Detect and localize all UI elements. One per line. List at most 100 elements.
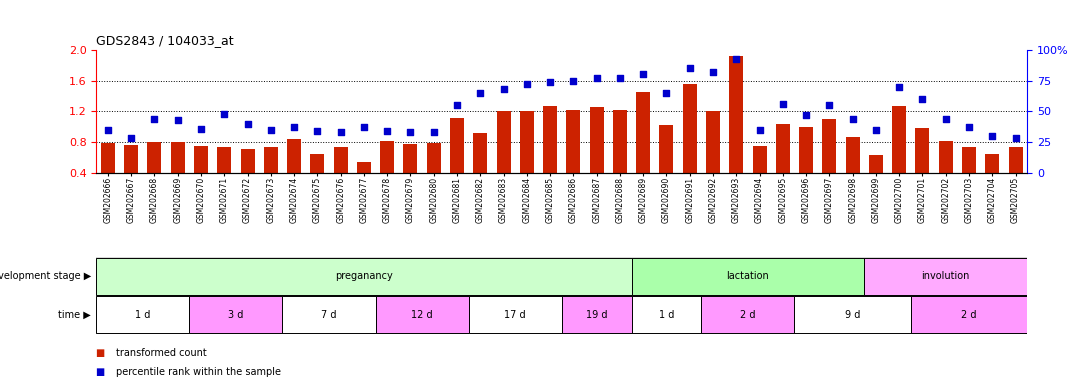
Bar [264, 147, 278, 173]
Point [588, 75, 606, 81]
Text: 1 d: 1 d [659, 310, 674, 320]
Bar [101, 143, 114, 173]
Point [961, 124, 978, 131]
Point [704, 69, 721, 75]
Point [286, 124, 303, 131]
Bar [631, 296, 702, 333]
Bar [985, 154, 999, 173]
Text: percentile rank within the sample: percentile rank within the sample [116, 367, 280, 377]
Point [635, 71, 652, 78]
Text: 12 d: 12 d [411, 310, 433, 320]
Bar [562, 296, 631, 333]
Bar [334, 147, 348, 173]
Bar [380, 141, 394, 173]
Bar [496, 111, 510, 173]
Point [728, 55, 745, 61]
Text: 7 d: 7 d [321, 310, 337, 320]
Text: 1 d: 1 d [135, 310, 151, 320]
Bar [938, 141, 952, 173]
Point [332, 129, 349, 135]
Bar [469, 296, 562, 333]
Bar [869, 155, 883, 173]
Bar [357, 162, 371, 173]
Text: 2 d: 2 d [740, 310, 755, 320]
Bar [702, 296, 795, 333]
Point [751, 127, 768, 133]
Point [123, 135, 140, 141]
Point [775, 101, 792, 107]
Point [472, 90, 489, 96]
Point [216, 111, 233, 117]
Point [611, 75, 628, 81]
Point [682, 65, 699, 71]
Bar [962, 147, 976, 173]
Point [193, 126, 210, 132]
Bar [544, 106, 557, 173]
Bar [799, 127, 813, 173]
Point [937, 116, 954, 122]
Bar [96, 258, 631, 295]
Bar [217, 147, 231, 173]
Bar [706, 111, 720, 173]
Bar [730, 56, 744, 173]
Text: 19 d: 19 d [586, 310, 608, 320]
Bar [520, 111, 534, 173]
Bar [282, 296, 376, 333]
Bar [566, 110, 580, 173]
Bar [189, 296, 282, 333]
Point [914, 96, 931, 102]
Bar [823, 119, 837, 173]
Bar [403, 144, 417, 173]
Text: 3 d: 3 d [228, 310, 244, 320]
Bar [473, 133, 487, 173]
Bar [310, 154, 324, 173]
Bar [631, 258, 865, 295]
Point [146, 116, 163, 122]
Bar [613, 110, 627, 173]
Point [541, 79, 559, 85]
Point [797, 112, 814, 118]
Point [495, 86, 513, 92]
Point [402, 129, 419, 135]
Point [983, 133, 1000, 139]
Bar [776, 124, 790, 173]
Bar [1009, 147, 1023, 173]
Point [868, 127, 885, 133]
Bar [241, 149, 255, 173]
Point [262, 127, 279, 133]
Bar [194, 146, 208, 173]
Text: development stage ▶: development stage ▶ [0, 271, 91, 281]
Bar [752, 146, 766, 173]
Bar [795, 296, 911, 333]
Bar [287, 139, 301, 173]
Text: involution: involution [921, 271, 969, 281]
Bar [590, 107, 603, 173]
Bar [376, 296, 469, 333]
Bar [892, 106, 906, 173]
Point [425, 129, 442, 135]
Bar [683, 84, 697, 173]
Point [518, 81, 535, 88]
Point [239, 121, 256, 127]
Text: lactation: lactation [727, 271, 769, 281]
Text: 9 d: 9 d [845, 310, 860, 320]
Bar [916, 128, 930, 173]
Bar [637, 92, 651, 173]
Point [658, 90, 675, 96]
Text: GDS2843 / 104033_at: GDS2843 / 104033_at [96, 34, 234, 47]
Bar [911, 296, 1027, 333]
Bar [427, 143, 441, 173]
Bar [124, 145, 138, 173]
Bar [845, 137, 859, 173]
Text: 17 d: 17 d [504, 310, 526, 320]
Point [565, 78, 582, 84]
Point [355, 124, 372, 131]
Bar [148, 142, 162, 173]
Bar [865, 258, 1027, 295]
Point [448, 102, 465, 108]
Text: time ▶: time ▶ [58, 310, 91, 320]
Bar [171, 142, 185, 173]
Point [1007, 135, 1024, 141]
Bar [659, 125, 673, 173]
Text: 2 d: 2 d [961, 310, 977, 320]
